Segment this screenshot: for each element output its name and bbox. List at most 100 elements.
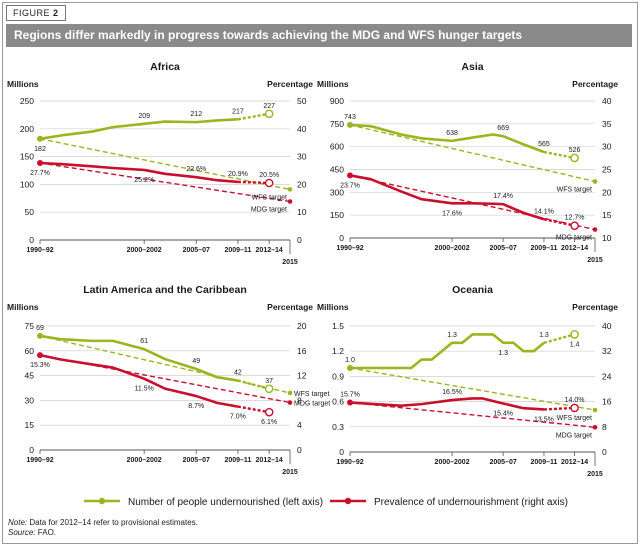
- x-tick-label: 1990–92: [336, 459, 363, 466]
- right-tick-label: 0: [297, 235, 302, 245]
- data-label: 1.3: [539, 332, 549, 339]
- series-provisional-line: [543, 218, 575, 227]
- left-tick-label: 0.3: [332, 422, 344, 432]
- left-tick-label: 0: [339, 233, 344, 243]
- right-axis-label: Percentage: [267, 79, 313, 89]
- data-label: 227: [263, 103, 275, 110]
- data-label: WFS target: [557, 186, 592, 193]
- left-tick-label: 30: [25, 395, 35, 405]
- target-line: [349, 367, 596, 411]
- target-marker: [592, 179, 598, 184]
- data-label: 217: [232, 108, 244, 115]
- right-tick-label: 25: [602, 165, 612, 175]
- data-label: MDG target: [251, 206, 287, 213]
- series-start-marker: [347, 399, 353, 406]
- right-tick-label: 40: [602, 321, 612, 331]
- x-tick-label-2015: 2015: [587, 471, 603, 478]
- figure-label-text: FIGURE: [13, 8, 51, 18]
- legend-green-marker: [98, 497, 106, 505]
- data-label: 669: [497, 125, 509, 132]
- data-label: 20.9%: [228, 171, 248, 178]
- left-tick-label: 0.6: [332, 397, 344, 407]
- x-tick-label: 1990–92: [26, 457, 53, 464]
- left-tick-label: 60: [25, 346, 35, 356]
- target-marker: [287, 199, 293, 204]
- left-axis-label: Millions: [317, 302, 349, 312]
- data-label: 15.4%: [493, 410, 513, 417]
- data-label: 49: [192, 358, 200, 365]
- data-label: WFS target: [294, 391, 329, 398]
- target-marker: [287, 187, 293, 192]
- left-tick-label: 1.2: [332, 346, 344, 356]
- series-start-marker: [37, 352, 43, 359]
- data-label: 17.6%: [442, 210, 462, 217]
- series-line: [350, 333, 545, 370]
- data-label: 638: [446, 130, 458, 137]
- right-tick-label: 10: [602, 233, 612, 243]
- target-line: [39, 162, 291, 203]
- right-tick-label: 32: [602, 346, 612, 356]
- series-provisional-marker: [264, 109, 274, 119]
- right-tick-label: 15: [602, 210, 612, 220]
- right-tick-label: 40: [602, 96, 612, 106]
- series-provisional-marker: [264, 407, 274, 417]
- data-label: 15.7%: [340, 392, 360, 399]
- data-label: 1.3: [498, 350, 508, 357]
- data-label: 17.4%: [493, 193, 513, 200]
- left-tick-label: 300: [330, 187, 344, 197]
- x-tick-label: 2012–14: [561, 459, 588, 466]
- x-tick-label: 2000–2002: [435, 459, 470, 466]
- data-label: WFS target: [557, 415, 592, 422]
- data-label: MDG target: [556, 235, 592, 242]
- right-tick-label: 30: [297, 152, 307, 162]
- data-label: 61: [140, 338, 148, 345]
- left-tick-label: 0: [29, 445, 34, 455]
- right-tick-label: 35: [602, 119, 612, 129]
- data-label: WFS target: [252, 194, 287, 201]
- data-label: 209: [138, 113, 150, 120]
- left-axis-label: Millions: [317, 79, 349, 89]
- series-line: [39, 118, 238, 141]
- series-provisional-marker: [570, 330, 579, 339]
- right-tick-label: 16: [297, 346, 307, 356]
- right-tick-label: 0: [297, 445, 302, 455]
- target-line: [349, 401, 596, 428]
- note-line: Note: Data for 2012–14 refer to provisio…: [8, 518, 198, 528]
- series-start-marker: [37, 332, 43, 339]
- x-tick-label: 1990–92: [336, 245, 363, 252]
- series-provisional-marker: [264, 178, 274, 188]
- data-label: 69: [36, 325, 44, 332]
- target-line: [39, 335, 291, 394]
- x-tick-label: 2012–14: [256, 247, 283, 254]
- right-axis-label: Percentage: [572, 79, 618, 89]
- data-label: 14.1%: [534, 208, 554, 215]
- right-tick-label: 40: [297, 124, 307, 134]
- target-marker: [592, 407, 598, 413]
- series-line: [349, 397, 545, 411]
- x-tick-label: 2000–2002: [127, 457, 162, 464]
- right-tick-label: 12: [297, 371, 307, 381]
- legend-red-label: Prevalence of undernourishment (right ax…: [374, 497, 568, 508]
- left-tick-label: 0: [29, 235, 34, 245]
- right-tick-label: 8: [297, 395, 302, 405]
- x-tick-label: 2009–11: [224, 457, 251, 464]
- x-tick-label: 2005–07: [183, 247, 210, 254]
- series-provisional-line: [543, 150, 575, 160]
- data-label: 565: [538, 141, 550, 148]
- data-label: MDG target: [294, 401, 330, 408]
- right-tick-label: 8: [602, 422, 607, 432]
- data-label: 11.5%: [134, 386, 153, 393]
- legend-red-marker: [344, 497, 352, 505]
- data-label: 14.0%: [565, 397, 585, 404]
- chart-title: Oceania: [452, 284, 493, 296]
- left-tick-label: 0.9: [332, 371, 344, 381]
- chart-title: Africa: [150, 61, 180, 73]
- right-tick-label: 50: [297, 96, 307, 106]
- data-label: 25.2%: [134, 177, 154, 184]
- data-label: 7.0%: [230, 414, 246, 421]
- data-label: 743: [344, 114, 356, 121]
- target-marker: [592, 424, 598, 430]
- left-tick-label: 0: [339, 447, 344, 457]
- target-marker: [592, 227, 598, 232]
- x-tick-label-2015: 2015: [282, 469, 298, 476]
